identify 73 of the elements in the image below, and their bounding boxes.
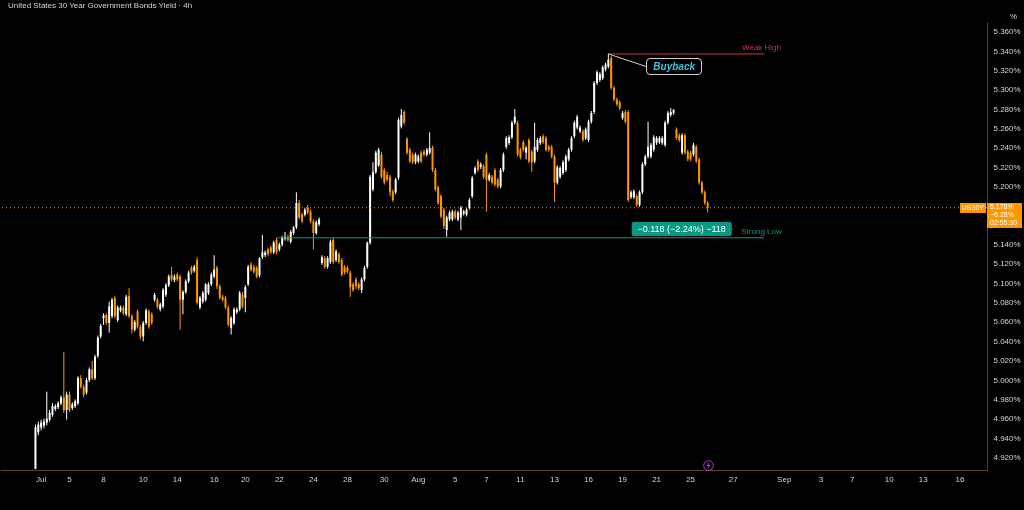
ref-line-label: Weak High bbox=[742, 42, 782, 52]
candlestick bbox=[179, 274, 182, 331]
y-tick-label: 5.000% bbox=[993, 375, 1021, 385]
x-tick-label: 10 bbox=[138, 474, 149, 484]
x-tick-label: 3 bbox=[818, 474, 824, 484]
x-tick-label: 30 bbox=[379, 474, 390, 484]
candlestick bbox=[91, 360, 94, 381]
y-tick-label: 5.080% bbox=[993, 298, 1021, 308]
x-tick-label: 25 bbox=[686, 474, 696, 484]
chart-title: United States 30 Year Government Bonds Yield · 4h bbox=[8, 1, 193, 10]
candlestick bbox=[471, 175, 474, 199]
candlestick bbox=[108, 301, 111, 334]
x-tick-label: 7 bbox=[484, 474, 490, 484]
x-tick-label: 28 bbox=[342, 474, 353, 484]
x-tick-label: 13 bbox=[918, 474, 929, 484]
x-tick-label: 14 bbox=[172, 474, 183, 484]
x-tick-label: Jul bbox=[36, 474, 47, 484]
candlestick bbox=[380, 151, 383, 180]
y-tick-label: 5.060% bbox=[993, 317, 1021, 327]
candlestick bbox=[59, 394, 62, 406]
x-tick-label: 10 bbox=[884, 474, 895, 484]
x-tick-label: 5 bbox=[452, 474, 458, 484]
candlestick bbox=[162, 287, 165, 309]
x-tick-label: 21 bbox=[652, 474, 662, 484]
candlestick bbox=[250, 261, 252, 273]
candlestick bbox=[377, 147, 380, 168]
candlestick bbox=[45, 391, 48, 426]
y-tick-label: 5.240% bbox=[993, 143, 1021, 153]
candlestick bbox=[329, 239, 332, 265]
y-tick-label: 5.020% bbox=[993, 356, 1021, 366]
candlestick bbox=[525, 145, 528, 160]
y-tick-label: 5.260% bbox=[993, 123, 1021, 133]
ref-line-label: Strong Low bbox=[741, 226, 782, 236]
x-tick-label: 20 bbox=[240, 474, 251, 484]
y-tick-label: 5.340% bbox=[993, 46, 1021, 56]
y-tick-label: 5.300% bbox=[993, 85, 1021, 95]
x-tick-label: Aug bbox=[411, 474, 426, 484]
y-tick-label: 5.040% bbox=[993, 336, 1021, 346]
candlestick bbox=[65, 391, 68, 421]
candlestick bbox=[561, 159, 564, 176]
x-tick-label: 13 bbox=[550, 474, 560, 484]
candlestick bbox=[247, 264, 250, 287]
annotation: −0.118 (−2.24%) −118 bbox=[631, 221, 732, 236]
y-tick-label: 5.120% bbox=[993, 259, 1021, 269]
candlestick bbox=[445, 215, 448, 238]
x-tick-label: 16 bbox=[955, 474, 966, 484]
x-tick-label: 16 bbox=[209, 474, 220, 484]
x-tick-label: 24 bbox=[308, 474, 319, 484]
x-tick-label: 7 bbox=[850, 474, 856, 484]
y-tick-label: 5.100% bbox=[993, 278, 1021, 288]
x-tick-label: 16 bbox=[584, 474, 594, 484]
y-tick-label: 5.140% bbox=[993, 240, 1021, 250]
y-tick-label: 5.360% bbox=[993, 27, 1021, 37]
candlestick bbox=[125, 294, 128, 317]
y-tick-label: 4.960% bbox=[993, 414, 1021, 424]
y-tick-label: 5.200% bbox=[993, 181, 1021, 191]
candlestick bbox=[77, 375, 79, 406]
y-tick-label: 5.280% bbox=[993, 104, 1021, 114]
y-tick-label: 5.320% bbox=[993, 65, 1021, 75]
x-tick-label: Sep bbox=[777, 474, 792, 484]
y-tick-label: 4.980% bbox=[993, 394, 1021, 404]
x-tick-label: 22 bbox=[274, 474, 285, 484]
y-tick-label: 4.940% bbox=[993, 433, 1021, 443]
x-tick-label: 19 bbox=[618, 474, 628, 484]
annotation: Buyback bbox=[646, 57, 703, 75]
y-tick-label: 4.920% bbox=[993, 452, 1021, 462]
x-tick-label: 8 bbox=[101, 474, 107, 484]
candlestick bbox=[62, 351, 65, 414]
x-tick-label: 27 bbox=[728, 474, 739, 484]
x-tick-label: 11 bbox=[516, 474, 526, 484]
x-tick-label: 5 bbox=[67, 474, 73, 484]
y-tick-label: 5.220% bbox=[993, 162, 1021, 172]
y-axis-title: % bbox=[1009, 11, 1018, 21]
